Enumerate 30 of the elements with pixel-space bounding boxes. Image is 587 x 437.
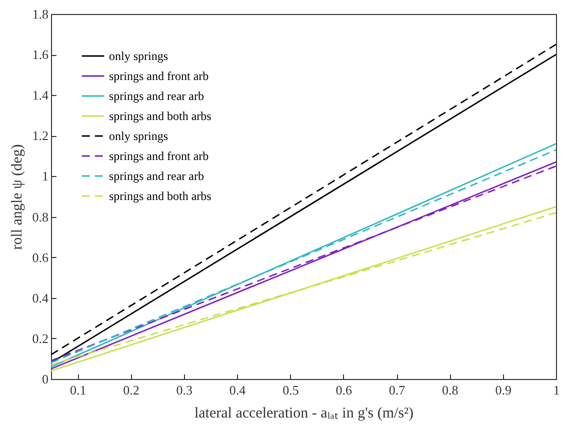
x-tick-label: 0.2 — [123, 382, 140, 398]
legend-label: springs and front arb — [109, 69, 209, 83]
legend-label: springs and rear arb — [109, 169, 204, 183]
x-tick-label: 0.4 — [229, 382, 246, 398]
x-tick-label: 0.6 — [336, 382, 352, 398]
y-axis-title: roll angle ψ (deg) — [9, 144, 26, 250]
legend-label: springs and front arb — [109, 149, 209, 163]
x-tick-label: 0.8 — [442, 382, 458, 398]
x-axis-title: lateral acceleration - aₗₐₜ in g's (m/s²) — [194, 406, 414, 422]
y-tick-label: 1.4 — [32, 88, 49, 103]
y-tick-label: 1.8 — [32, 6, 48, 22]
legend-label: springs and both arbs — [109, 109, 212, 123]
legend-label: springs and rear arb — [109, 89, 204, 103]
x-tick-label: 0.7 — [388, 382, 406, 398]
legend-label: only springs — [109, 129, 168, 143]
y-tick-label: 0.4 — [32, 290, 49, 306]
y-tick-label: 0.8 — [32, 209, 48, 224]
legend-label: springs and both arbs — [109, 189, 212, 203]
y-tick-label: 0.2 — [32, 330, 48, 346]
x-tick-label: 0.1 — [70, 382, 86, 398]
legend-label: only springs — [109, 49, 168, 63]
x-tick-label: 0.5 — [282, 382, 299, 398]
y-tick-label: 1.2 — [32, 128, 48, 144]
x-tick-label: 0.3 — [176, 382, 193, 398]
y-tick-label: 1.6 — [32, 47, 49, 62]
x-tick-label: 1 — [553, 382, 560, 398]
y-tick-label: 1 — [42, 168, 48, 184]
y-tick-label: 0 — [42, 372, 48, 386]
x-tick-label: 0.9 — [495, 382, 512, 398]
y-tick-label: 0.6 — [32, 250, 49, 265]
